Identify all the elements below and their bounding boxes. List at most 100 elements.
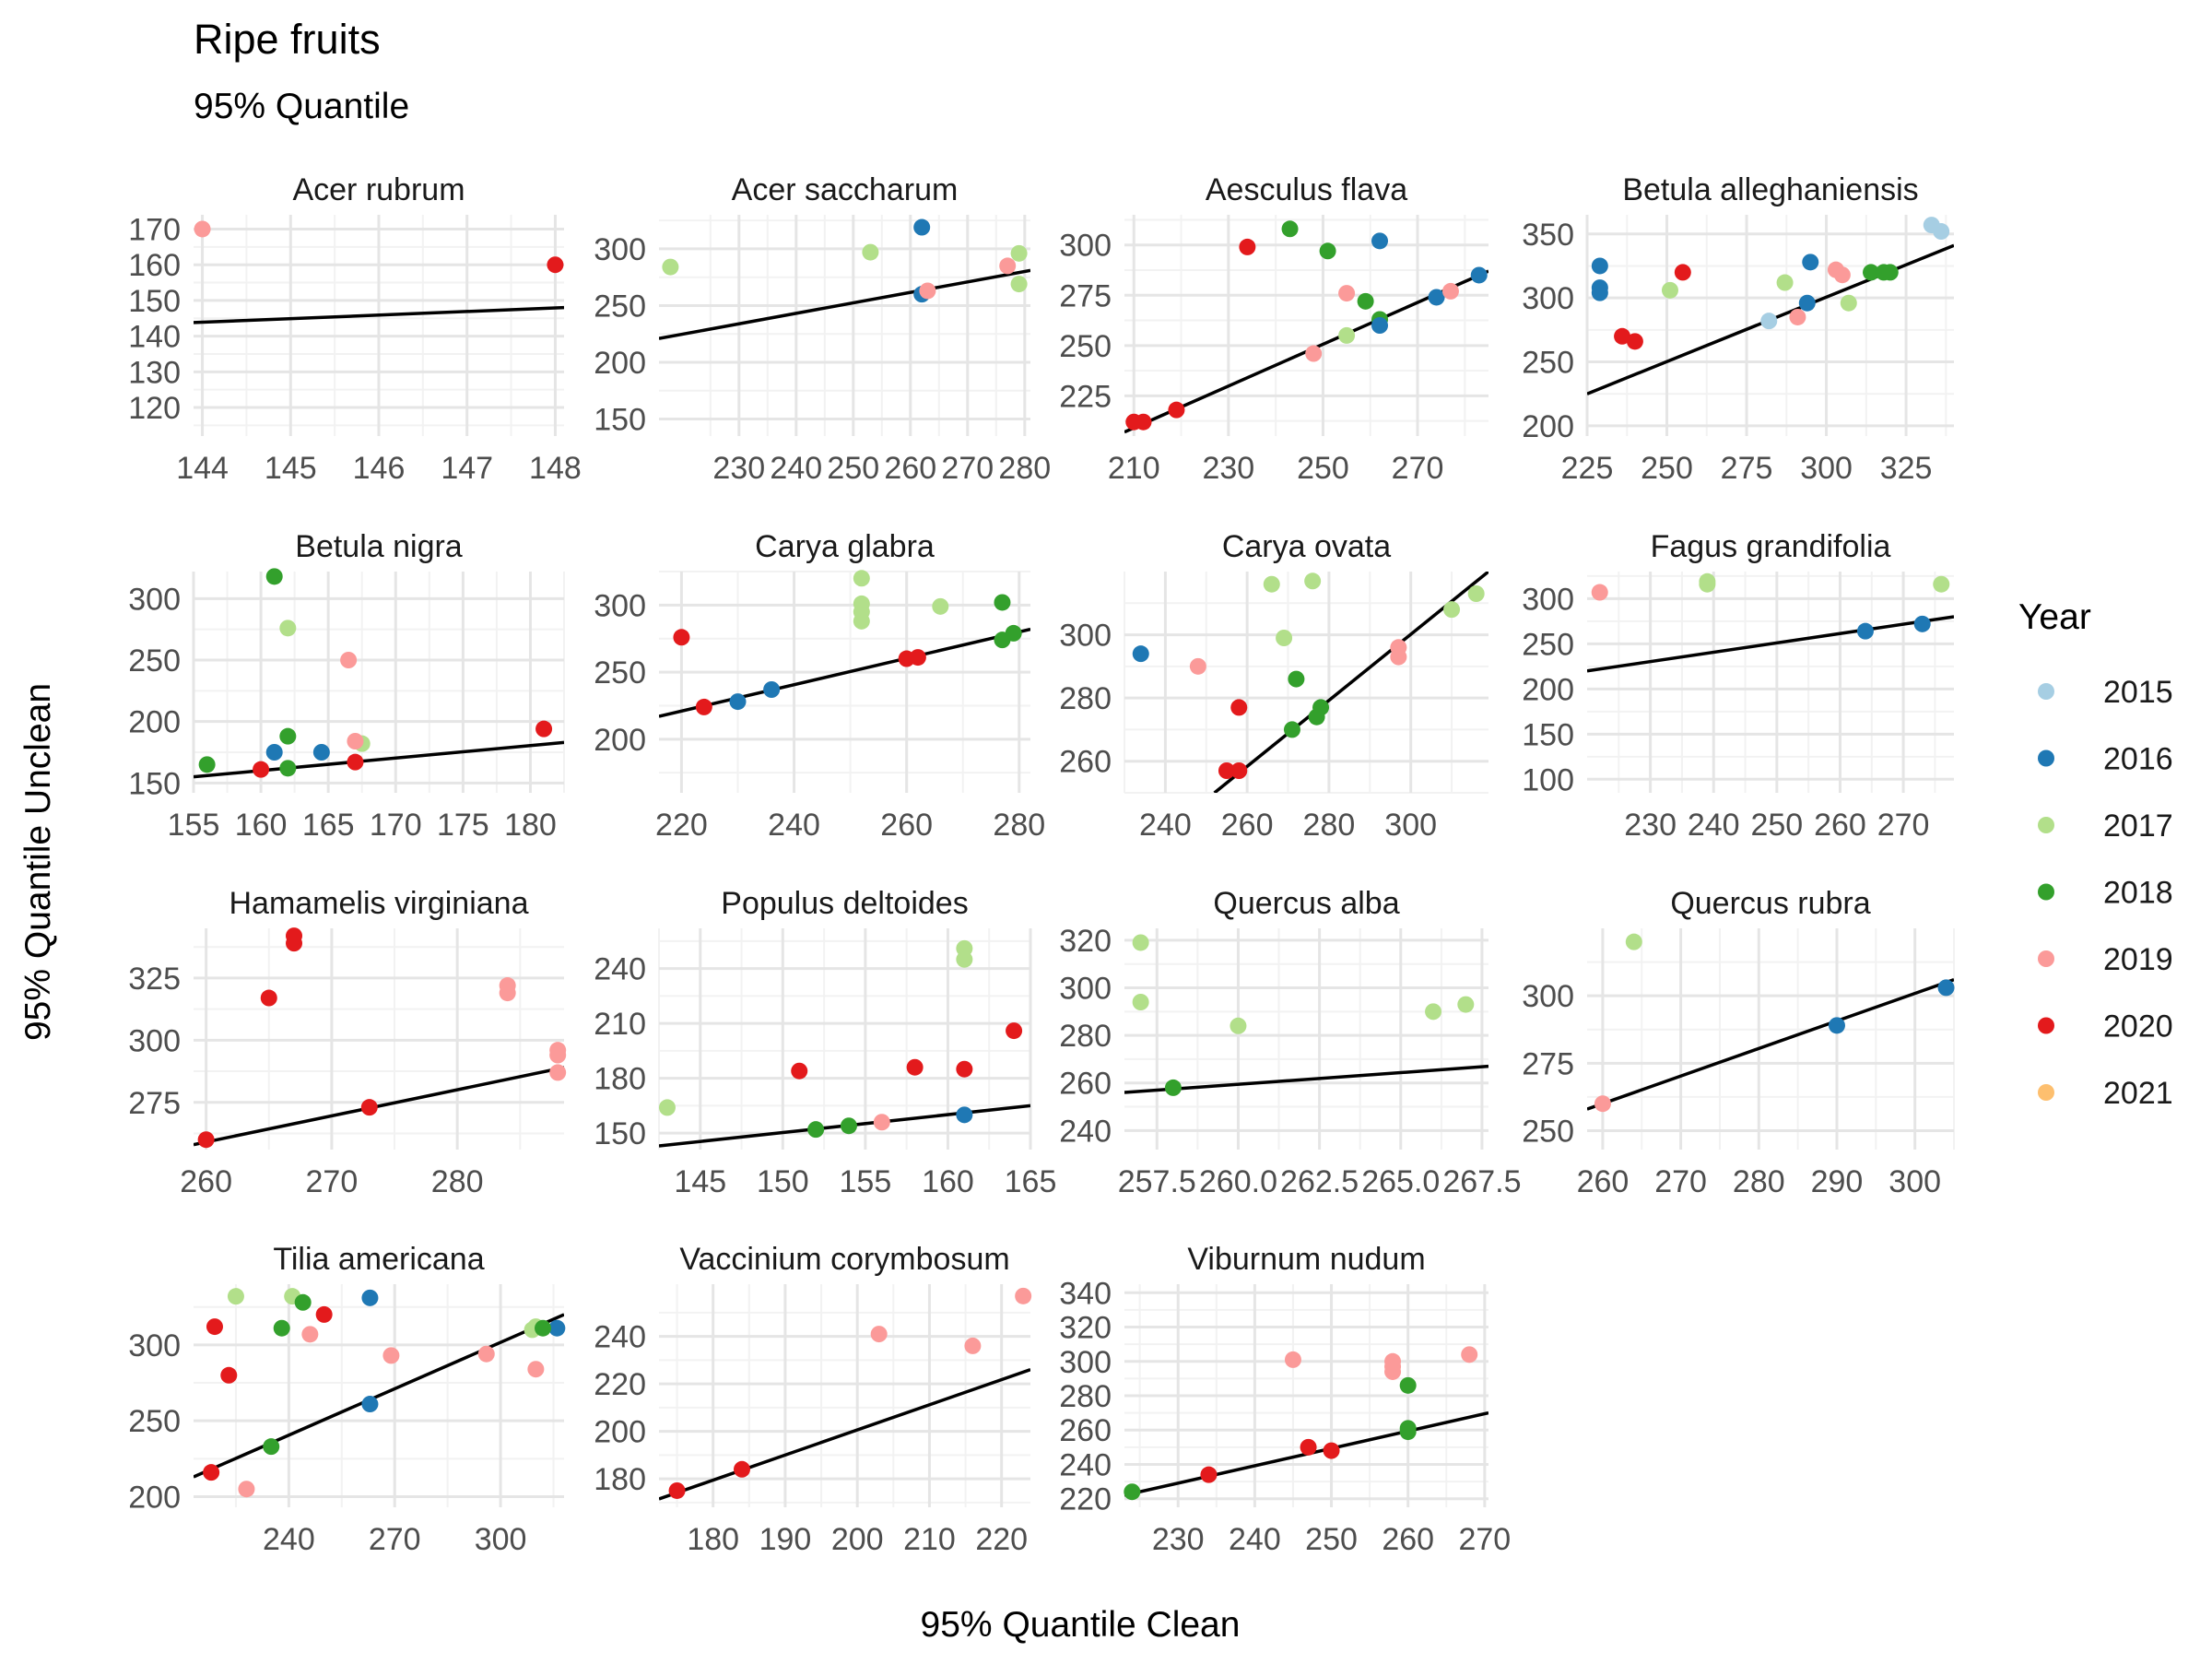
data-point-2019 — [477, 1345, 495, 1363]
data-point-2018 — [1357, 292, 1374, 310]
x-tick-label: 180 — [504, 808, 557, 843]
y-tick-label: 300 — [594, 232, 646, 267]
legend-label: 2020 — [2103, 1009, 2173, 1044]
y-tick-label: 150 — [594, 1116, 646, 1151]
data-point-2020 — [1300, 1438, 1317, 1456]
x-tick-label: 280 — [1733, 1164, 1785, 1199]
y-tick-label: 300 — [1522, 582, 1574, 617]
x-tick-label: 170 — [370, 808, 422, 843]
legend-label: 2017 — [2103, 808, 2173, 844]
data-point-2019 — [964, 1337, 982, 1354]
x-tick-label: 145 — [265, 451, 317, 486]
data-point-2019 — [919, 282, 936, 300]
x-tick-label: 280 — [1303, 808, 1356, 843]
data-point-2019 — [301, 1326, 319, 1343]
gridlines — [658, 928, 1032, 1150]
data-point-2016 — [1828, 1017, 1845, 1034]
data-point-2017 — [853, 612, 870, 630]
y-tick-label: 180 — [594, 1062, 646, 1097]
x-tick-label: 262.5 — [1280, 1164, 1359, 1199]
data-point-2020 — [733, 1460, 750, 1478]
x-tick-label: 147 — [441, 451, 493, 486]
facet-acer-rubrum: Acer rubrum 144 145 146 147 148 12013014015016… — [128, 172, 582, 486]
legend-key-2018 — [2038, 883, 2054, 901]
facet-title: Quercus rubra — [1670, 886, 1870, 921]
data-point-2020 — [347, 753, 364, 771]
x-tick-label: 270 — [306, 1164, 359, 1199]
data-point-2017 — [1304, 572, 1322, 590]
data-point-2019 — [1461, 1346, 1478, 1363]
facet-carya-ovata: Carya ovata 240 260 280 300 260 280 300 — [1059, 529, 1488, 843]
data-point-2017 — [1263, 575, 1280, 593]
facet-title: Betula nigra — [295, 529, 463, 564]
data-point-2020 — [695, 698, 712, 715]
data-point-2017 — [1443, 601, 1461, 619]
y-tick-label: 250 — [1522, 1115, 1574, 1150]
data-point-2017 — [1276, 630, 1293, 646]
x-tick-label: 145 — [674, 1164, 726, 1199]
x-tick-label: 190 — [759, 1522, 812, 1557]
legend: Year 2015 2016 2017 2018 2019 2020 2021 — [2018, 597, 2173, 1111]
x-tick-label: 155 — [840, 1164, 892, 1199]
facet-title: Hamamelis virginiana — [229, 886, 528, 921]
data-point-2019 — [1284, 1351, 1301, 1368]
legend-label: 2018 — [2103, 876, 2173, 911]
y-tick-label: 180 — [594, 1462, 646, 1497]
fit-line — [1213, 572, 1488, 793]
data-point-2020 — [1125, 413, 1143, 431]
data-point-2015 — [1933, 223, 1950, 241]
y-tick-label: 140 — [128, 320, 181, 355]
x-axis-label: 95% Quantile Clean — [921, 1605, 1241, 1645]
x-tick-label: 300 — [1800, 451, 1853, 486]
data-point-2018 — [1308, 708, 1325, 726]
y-tick-label: 300 — [1059, 1345, 1112, 1380]
y-tick-label: 300 — [1059, 972, 1112, 1007]
data-point-2020 — [1230, 762, 1248, 779]
y-tick-label: 250 — [128, 1404, 181, 1439]
data-point-2017 — [1840, 294, 1857, 312]
y-tick-label: 300 — [1522, 281, 1574, 316]
x-tick-label: 210 — [903, 1522, 956, 1557]
x-tick-label: 267.5 — [1442, 1164, 1521, 1199]
data-point-2020 — [1218, 762, 1235, 779]
y-tick-label: 280 — [1059, 681, 1112, 716]
data-point-2015 — [1760, 313, 1778, 330]
y-tick-label: 250 — [594, 289, 646, 324]
data-point-2016 — [1591, 257, 1608, 275]
data-point-2019 — [382, 1347, 400, 1364]
data-point-2016 — [1798, 294, 1816, 312]
y-tick-label: 210 — [594, 1007, 646, 1042]
y-tick-label: 300 — [1059, 229, 1112, 264]
gridlines — [659, 571, 1030, 793]
data-point-2020 — [1200, 1466, 1218, 1483]
data-point-2017 — [1230, 1017, 1247, 1034]
x-tick-label: 230 — [1202, 451, 1254, 486]
facet-title: Acer saccharum — [732, 172, 959, 207]
facet-title: Acer rubrum — [292, 172, 465, 207]
data-point-2017 — [658, 1099, 676, 1116]
x-tick-label: 260 — [1814, 808, 1866, 843]
y-tick-label: 120 — [128, 391, 181, 426]
x-tick-label: 300 — [475, 1522, 527, 1557]
y-tick-label: 300 — [128, 1023, 181, 1058]
data-point-2016 — [548, 1319, 566, 1337]
x-tick-label: 250 — [827, 451, 879, 486]
data-point-2020 — [1674, 264, 1691, 281]
x-tick-label: 240 — [768, 808, 820, 843]
data-point-2018 — [1399, 1376, 1417, 1394]
y-tick-label: 260 — [1059, 745, 1112, 780]
data-point-2020 — [360, 1099, 378, 1116]
data-point-2018 — [279, 727, 297, 745]
gridlines — [659, 215, 1030, 436]
data-point-2017 — [1467, 585, 1485, 602]
y-tick-label: 150 — [128, 766, 181, 801]
data-point-2019 — [1789, 308, 1806, 325]
data-point-2017 — [1625, 933, 1642, 950]
x-tick-label: 260.0 — [1199, 1164, 1277, 1199]
facet-title: Carya glabra — [755, 529, 935, 564]
facet-title: Vaccinium corymbosum — [679, 1242, 1009, 1277]
data-point-2019 — [194, 220, 211, 238]
x-tick-label: 240 — [263, 1522, 315, 1557]
y-tick-label: 160 — [128, 248, 181, 283]
